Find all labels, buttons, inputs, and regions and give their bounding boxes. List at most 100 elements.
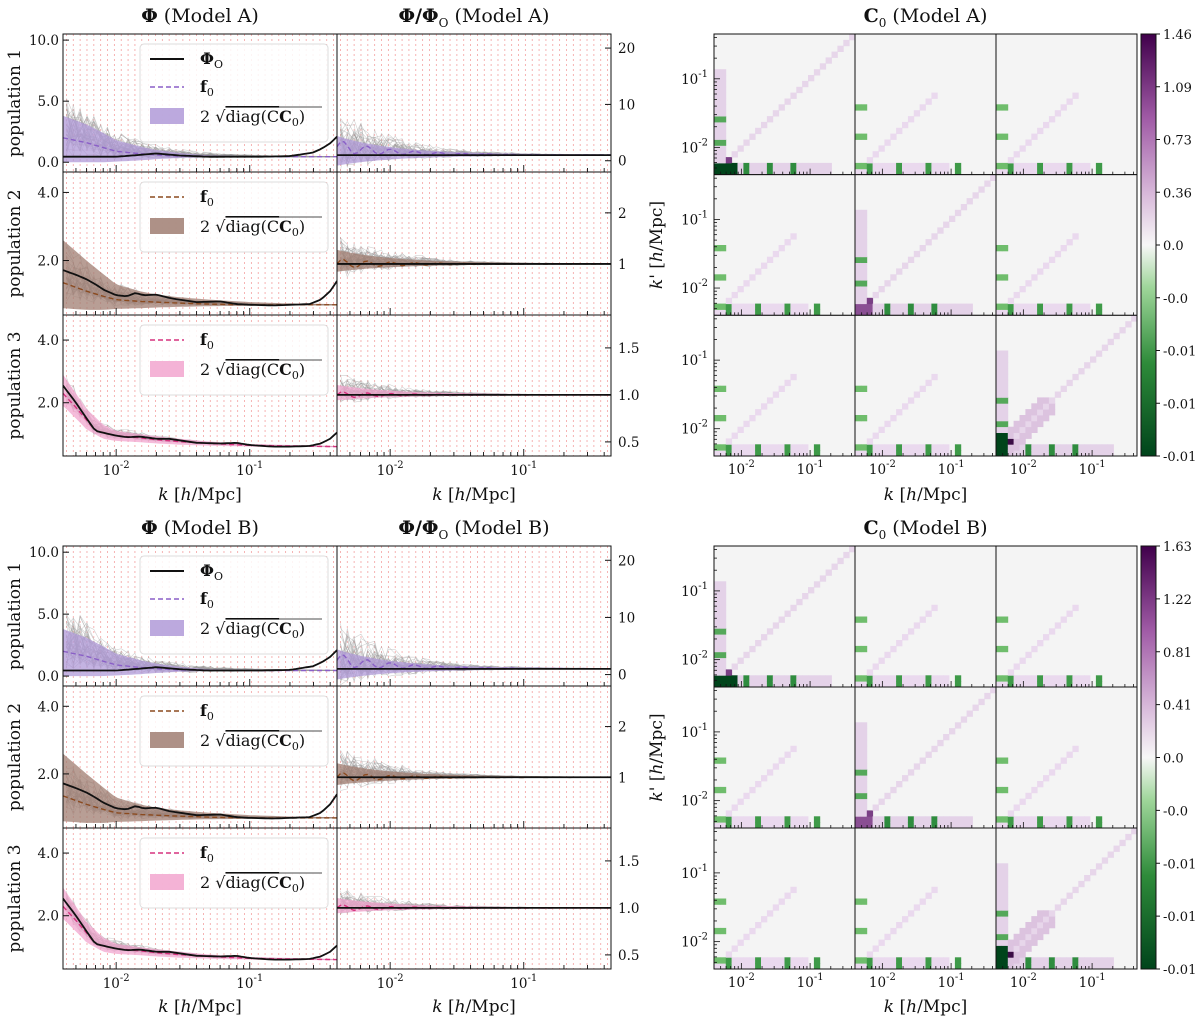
x-tick-label: 10-2 xyxy=(103,973,130,992)
cov-pixel xyxy=(996,373,1003,381)
cov-pixel xyxy=(796,598,803,606)
y-tick-label: 10-2 xyxy=(681,137,708,156)
cov-pixel xyxy=(855,297,862,305)
cov-pixel xyxy=(1013,291,1020,299)
cov-pixel xyxy=(1001,922,1009,929)
cov-pixel xyxy=(860,168,868,176)
cov-pixel xyxy=(860,450,868,457)
y-tick-base: 10 xyxy=(681,140,698,156)
ratio-title-model: (Model A) xyxy=(448,5,549,27)
cov-pixel xyxy=(719,593,727,600)
y-tick-exponent: -1 xyxy=(698,69,708,80)
x-tick-label: 10-2 xyxy=(869,459,896,478)
cov-pixel xyxy=(931,681,938,688)
cov-pixel xyxy=(719,640,727,647)
cov-pixel xyxy=(855,816,862,823)
cov-pixel xyxy=(1095,863,1103,870)
figure-root: Φ (Model A) Φ/ΦO (Model A)0.05.010.0popul… xyxy=(5,5,1196,1017)
x-tick-exponent: -2 xyxy=(394,460,404,471)
cov-pixel xyxy=(714,593,721,600)
cov-pixel xyxy=(1037,916,1044,923)
cov-pixel xyxy=(907,957,915,964)
cov-pixel xyxy=(1025,927,1032,935)
cov-pixel xyxy=(1007,681,1015,688)
cov-pixel xyxy=(949,728,956,735)
cov-pixel xyxy=(1031,645,1038,653)
cov-pixel xyxy=(1001,933,1009,941)
cov-pixel xyxy=(996,951,1003,958)
cov-pixel xyxy=(1101,444,1109,451)
cov-pixel xyxy=(1001,162,1009,170)
cov-pixel xyxy=(1025,420,1032,428)
cov-pixel xyxy=(761,775,768,782)
x-axis-unit: /Mpc] xyxy=(466,485,516,505)
cov-pixel xyxy=(1043,397,1050,404)
cov-pixel xyxy=(737,426,744,433)
cov-pixel xyxy=(860,415,868,422)
x-axis-bracket: [ xyxy=(443,997,455,1017)
cov-pixel xyxy=(825,675,832,682)
cov-pixel xyxy=(778,681,785,688)
cov-pixel xyxy=(1001,426,1009,433)
cov-pixel xyxy=(1025,792,1032,800)
cov-pixel xyxy=(878,816,885,823)
cov-pixel xyxy=(1025,822,1032,829)
cov-pixel xyxy=(1025,816,1032,823)
cov-pixel xyxy=(860,104,868,111)
cov-pixel xyxy=(925,303,932,310)
cov-pixel xyxy=(1048,162,1056,170)
cov-pixel xyxy=(913,250,921,258)
cov-pixel xyxy=(878,957,885,964)
cov-pixel xyxy=(996,309,1003,316)
cov-pixel xyxy=(1019,939,1026,946)
phi-o-curve xyxy=(63,269,337,307)
y-axis-bracket: [ xyxy=(647,775,667,787)
cov-pixel xyxy=(996,886,1003,894)
cov-pixel xyxy=(855,233,862,240)
cov-pixel xyxy=(778,104,785,111)
cov-pixel xyxy=(860,963,868,970)
cov-pixel xyxy=(1060,963,1067,970)
cov-pixel xyxy=(855,963,862,970)
cov-pixel xyxy=(902,916,909,923)
cov-pixel xyxy=(719,622,727,629)
cov-pixel xyxy=(784,957,791,964)
cov-pixel xyxy=(860,775,868,782)
cov-pixel xyxy=(755,963,762,970)
cov-pixel xyxy=(866,816,874,823)
cov-pixel xyxy=(996,362,1003,369)
x-tick-exponent: -1 xyxy=(527,973,537,984)
cov-pixel xyxy=(996,645,1003,653)
cov-pixel xyxy=(860,745,868,753)
cov-pixel xyxy=(714,681,721,688)
cov-pixel xyxy=(860,215,868,222)
cov-pixel xyxy=(1043,927,1050,935)
x-tick-label: 10-2 xyxy=(1010,972,1037,991)
cov-pixel xyxy=(1001,444,1009,451)
cov-pixel xyxy=(1031,303,1038,310)
colorbar-tick-label: 0.73 xyxy=(1163,134,1192,149)
legend-box xyxy=(139,43,329,143)
sample-curve xyxy=(66,911,334,960)
uncertainty-band xyxy=(63,753,337,823)
cov-pixel xyxy=(884,139,891,146)
cov-pixel xyxy=(919,309,926,316)
cov-pixel xyxy=(890,444,897,451)
cov-pixel xyxy=(855,810,862,817)
covariance-cell xyxy=(995,33,1138,176)
cov-pixel xyxy=(1095,162,1103,170)
cov-pixel xyxy=(884,162,891,170)
cov-pixel xyxy=(855,221,862,228)
colorbar-tick-label: -0.01 xyxy=(1163,857,1196,872)
cov-pixel xyxy=(1054,904,1062,911)
y-tick-label: 1 xyxy=(618,257,627,273)
cov-pixel xyxy=(1001,391,1009,398)
cov-pixel xyxy=(855,215,862,222)
legend-phi-o-label: ΦO xyxy=(200,49,223,71)
cov-pixel xyxy=(778,898,785,905)
cov-pixel xyxy=(860,957,868,964)
cov-pixel xyxy=(1025,922,1032,929)
cov-pixel xyxy=(1072,92,1079,99)
cov-pixel xyxy=(937,675,944,682)
